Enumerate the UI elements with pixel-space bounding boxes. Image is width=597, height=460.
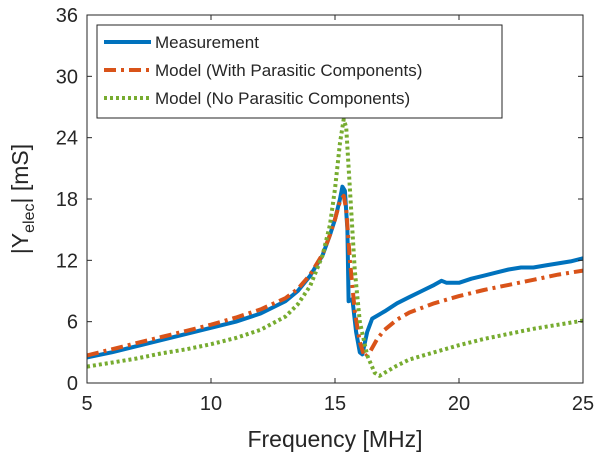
legend-label-model-with-parasitic: Model (With Parasitic Components) xyxy=(155,61,422,80)
series-line-1 xyxy=(86,193,584,360)
series-layer xyxy=(86,117,584,378)
x-axis-title: Frequency [MHz] xyxy=(247,426,422,452)
legend-box xyxy=(96,24,503,119)
legend-label-model-no-parasitic: Model (No Parasitic Components) xyxy=(155,89,410,108)
x-tick-label: 10 xyxy=(200,393,222,415)
series-line-0 xyxy=(86,184,584,360)
y-tick-label: 18 xyxy=(56,189,78,211)
x-tick-label: 20 xyxy=(448,393,470,415)
y-axis-title-suffix: | [mS] xyxy=(7,144,33,204)
x-tick-label: 15 xyxy=(324,393,346,415)
y-tick-label: 30 xyxy=(56,66,78,88)
y-axis-title-subscript: elec xyxy=(21,203,38,232)
legend-label-measurement: Measurement xyxy=(155,33,259,52)
x-tick-label: 25 xyxy=(572,393,594,415)
y-axis-title-main: |Y xyxy=(7,233,33,254)
y-axis-title: |Yelec| [mS] xyxy=(7,144,38,254)
y-tick-label: 12 xyxy=(56,250,78,272)
x-tick-label: 5 xyxy=(81,393,92,415)
series-line-2 xyxy=(86,117,584,378)
y-tick-label: 24 xyxy=(56,128,78,150)
ticks-layer: 5 10 15 20 25 0 6 12 18 24 30 36 xyxy=(56,5,594,415)
y-tick-label: 0 xyxy=(67,373,78,395)
y-tick-label: 6 xyxy=(67,312,78,334)
y-tick-label: 36 xyxy=(56,5,78,27)
legend: Measurement Model (With Parasitic Compon… xyxy=(96,24,503,119)
